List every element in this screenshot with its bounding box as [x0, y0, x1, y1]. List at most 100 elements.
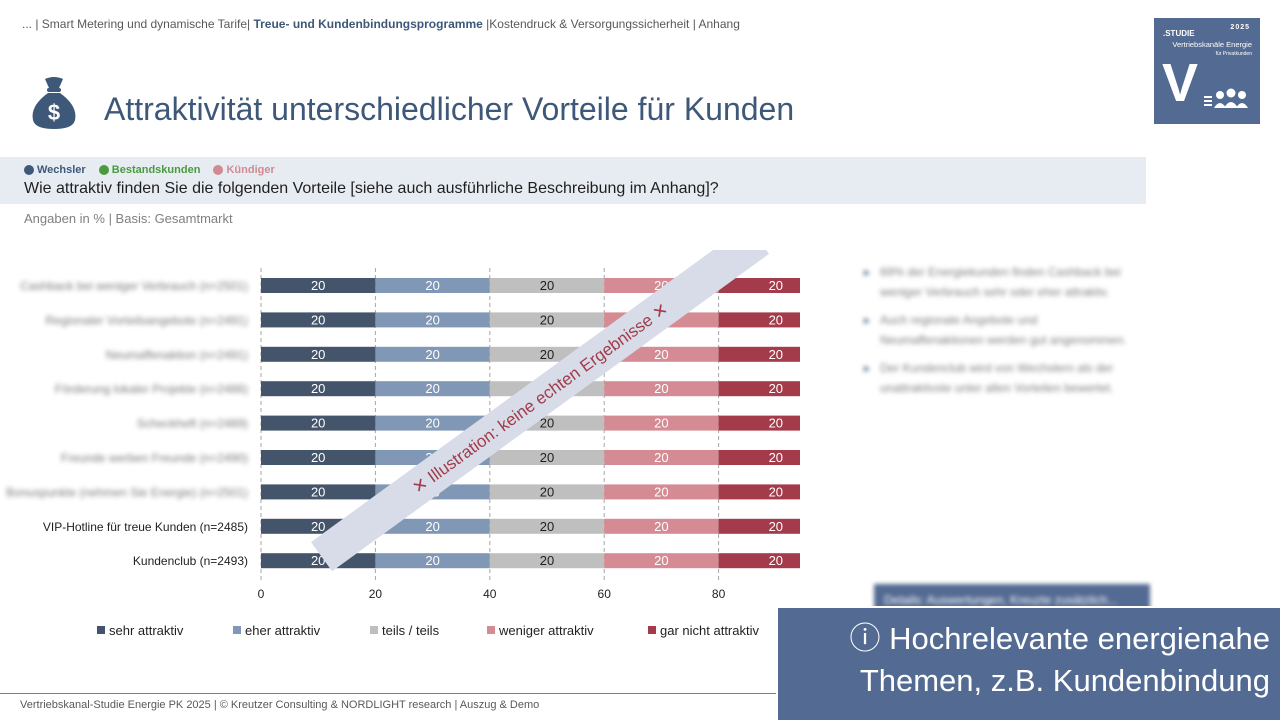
segment-legend: Wechsler Bestandskunden Kündiger [24, 164, 285, 178]
bar-segment [718, 312, 800, 328]
bar-value-label: 20 [769, 278, 783, 293]
category-label: Cashback bei weniger Verbrauch (n=2501) [20, 279, 248, 293]
bar-segment [718, 518, 800, 534]
bar-value-label: 20 [311, 450, 325, 465]
bar-value-label: 20 [311, 519, 325, 534]
category-label: Förderung lokaler Projekte (n=2486) [55, 382, 248, 396]
logo-year: 2025 [1230, 24, 1250, 31]
bar-segment [261, 312, 376, 328]
bar-value-label: 20 [425, 416, 439, 431]
info-line2: Themen, z.B. Kundenbindung [859, 663, 1270, 698]
legend-label: eher attraktiv [245, 623, 321, 638]
segment-label: Wechsler [37, 164, 86, 176]
bar-segment [604, 415, 719, 431]
bar-segment [261, 381, 376, 397]
footer-text: Vertriebskanal-Studie Energie PK 2025 | … [20, 699, 540, 711]
bar-value-label: 20 [311, 278, 325, 293]
study-logo: .STUDIE 2025 Vertriebskanäle Energie für… [1154, 18, 1260, 124]
bar-value-label: 20 [769, 312, 783, 327]
x-tick-label: 0 [258, 587, 265, 601]
breadcrumb-active[interactable]: Treue- und Kundenbindungsprogramme [253, 17, 483, 31]
category-label: Kundenclub (n=2493) [133, 554, 248, 568]
legend-label: weniger attraktiv [498, 623, 594, 638]
finding-item: Der Kundenclub wird von Wechslern als de… [864, 358, 1144, 398]
legend-swatch [370, 626, 378, 634]
bar-segment [261, 484, 376, 500]
segment-label: Kündiger [226, 164, 275, 176]
bar-segment [489, 450, 605, 465]
x-tick-label: 20 [369, 587, 383, 601]
breadcrumb: ... | Smart Metering und dynamische Tari… [22, 17, 740, 31]
bar-value-label: 20 [654, 484, 668, 499]
info-line1: ⓘ Hochrelevante energienahe [849, 621, 1271, 656]
bar-segment [604, 381, 719, 397]
bar-segment [489, 518, 605, 534]
segment-kuendiger[interactable]: Kündiger [213, 164, 275, 176]
bar-segment [375, 312, 490, 328]
bar-segment [375, 415, 490, 431]
stacked-bar-chart: 20 20 20 20 20 Cashback bei weniger Verbrauch… [6, 250, 800, 638]
info-callout: ⓘ Hochrelevante energienahe Themen, z.B.… [776, 606, 1280, 720]
segment-dot [98, 165, 109, 175]
bar-segment [604, 450, 719, 465]
logo-letter: V [1162, 53, 1199, 113]
bar-segment [375, 518, 490, 534]
bar-value-label: 20 [311, 381, 325, 396]
bar-value-label: 20 [425, 347, 439, 362]
legend-swatch [648, 626, 656, 634]
segment-bestandskunden[interactable]: Bestandskunden [98, 164, 200, 176]
bar-value-label: 20 [425, 519, 439, 534]
question-band [0, 157, 1146, 204]
x-tick-label: 80 [712, 587, 726, 601]
segment-dot [24, 165, 34, 175]
logo-line2: für Privatkunden [1215, 51, 1252, 57]
legend-label: sehr attraktiv [109, 623, 184, 638]
segment-wechsler[interactable]: Wechsler [24, 164, 86, 176]
bar-value-label: 20 [540, 416, 554, 431]
bar-segment [718, 346, 800, 362]
legend-label: teils / teils [382, 623, 440, 638]
bar-value-label: 20 [654, 416, 668, 431]
bar-value-label: 20 [654, 519, 668, 534]
bar-segment [261, 278, 376, 293]
bar-value-label: 20 [654, 553, 668, 568]
breadcrumb-suffix[interactable]: |Kostendruck & Versorgungssicherheit | A… [486, 17, 740, 31]
bar-value-label: 20 [540, 553, 554, 568]
finding-item: Auch regionale Angebote und Neumaffenakt… [864, 310, 1144, 350]
category-label: Scheckheft (n=2489) [137, 417, 248, 431]
bar-segment [489, 553, 605, 569]
bar-value-label: 20 [540, 484, 554, 499]
data-basis: Angaben in % | Basis: Gesamtmarkt [24, 211, 233, 226]
category-label: VIP-Hotline für treue Kunden (n=2485) [43, 520, 248, 534]
bar-value-label: 20 [769, 484, 783, 499]
logo-brand: .STUDIE [1163, 29, 1195, 38]
bar-value-label: 20 [425, 312, 439, 327]
people-icon [1204, 88, 1248, 108]
bar-segment [718, 450, 800, 465]
banner-background [310, 250, 770, 572]
category-label: Freunde werben Freunde (n=2490) [61, 451, 248, 465]
bar-segment [604, 484, 719, 500]
bar-value-label: 20 [425, 553, 439, 568]
svg-text:$: $ [48, 100, 60, 125]
footer-divider [0, 693, 776, 694]
bar-segment [489, 312, 605, 328]
bar-value-label: 20 [769, 347, 783, 362]
bar-value-label: 20 [311, 312, 325, 327]
bar-value-label: 20 [540, 278, 554, 293]
bar-segment [261, 346, 376, 362]
bar-segment [718, 278, 800, 293]
bar-value-label: 20 [540, 519, 554, 534]
money-bag-icon: $ [32, 77, 76, 129]
finding-item: 69% der Energiekunden finden Cashback be… [864, 262, 1144, 302]
category-label: Regionaler Vorteilsangebote (n=2491) [46, 313, 248, 327]
logo-line1: Vertriebskanäle Energie [1172, 40, 1252, 49]
bar-value-label: 20 [769, 450, 783, 465]
breadcrumb-prefix[interactable]: ... | Smart Metering und dynamische Tari… [22, 17, 251, 31]
bar-segment [261, 450, 376, 465]
segment-dot [213, 165, 224, 175]
bar-value-label: 20 [311, 416, 325, 431]
bar-value-label: 20 [769, 416, 783, 431]
legend-swatch [97, 626, 105, 634]
bar-segment [718, 553, 800, 569]
